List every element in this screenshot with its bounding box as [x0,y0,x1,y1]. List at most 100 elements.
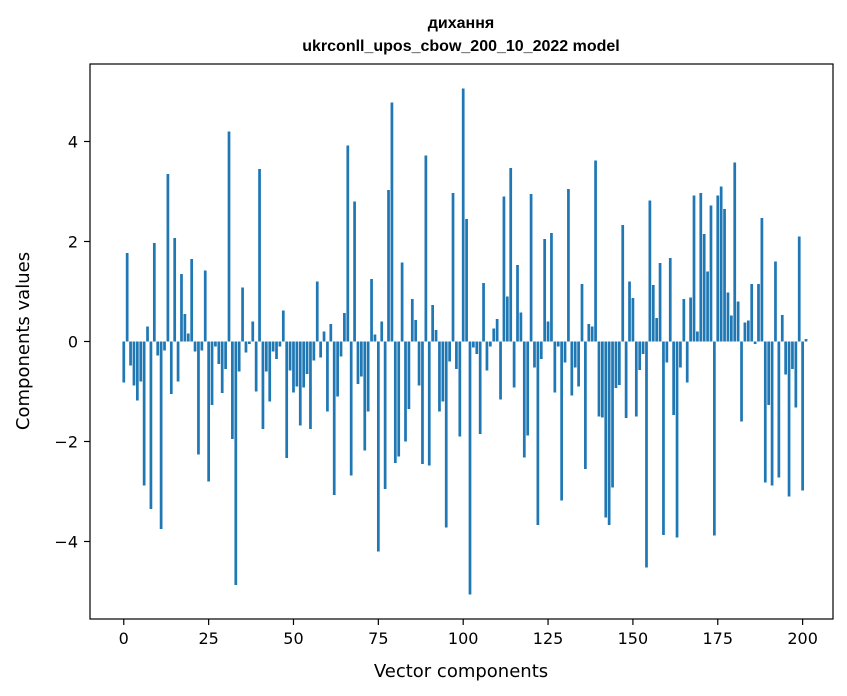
bar [169,341,173,394]
bar [689,297,692,342]
y-axis-label: Components values [13,252,34,430]
y-tick-label: −4 [54,533,78,552]
bar [302,341,306,388]
bar [601,341,604,418]
bar [465,219,468,342]
bar [315,281,319,342]
bar [254,341,258,392]
x-tick-label: 0 [119,629,129,648]
bar [577,341,580,387]
bar [326,341,329,412]
y-tick-label: 2 [68,233,78,252]
bar [176,341,180,382]
bar [424,155,428,342]
bar [285,341,289,458]
bar [197,341,200,455]
bar [546,321,550,342]
bar [390,102,394,342]
bar [550,233,553,342]
y-tick-label: 0 [68,333,78,352]
bar [149,341,153,509]
bar [713,341,716,536]
bar [645,341,648,568]
bar [271,341,275,352]
bar [740,341,743,422]
bar [152,243,156,342]
bar [563,341,567,363]
bar [400,262,404,342]
bar [376,341,380,552]
bar [146,326,149,342]
bar [434,330,438,342]
bar [685,341,689,383]
bar [214,341,217,347]
bar [767,341,771,405]
bar [268,341,272,402]
bar [461,88,465,342]
bar [336,341,339,397]
bar [281,310,285,342]
bar [251,321,255,342]
bar [587,324,591,342]
bar [791,341,794,369]
bar [448,341,451,362]
bar [339,341,343,357]
bar [604,341,608,518]
bar [570,341,574,396]
bar [556,341,560,347]
bar [356,341,360,384]
x-tick-label: 75 [368,629,388,648]
bar [373,334,377,342]
bar [210,341,214,405]
bar [234,341,238,585]
bar [163,341,166,351]
bar [298,341,302,426]
bar [675,341,679,538]
bar [237,341,241,372]
bar [746,320,750,342]
bar [261,341,265,429]
bar [743,322,747,342]
bar [173,238,177,342]
bar [142,341,146,486]
bar [309,341,312,429]
x-tick-label: 50 [283,629,303,648]
bar [482,283,485,342]
bar [360,341,363,377]
bar [804,339,808,342]
bar [190,259,194,342]
bar [370,279,373,342]
bar [322,331,326,342]
bar [159,341,163,529]
bar [468,341,472,595]
bar [651,285,655,342]
bar [709,205,713,342]
x-tick-label: 125 [533,629,564,648]
bar [275,341,278,359]
bar [696,331,699,342]
bar [787,341,791,497]
bar [332,341,336,495]
bar [594,160,597,342]
bar [193,341,197,352]
bar [492,328,496,342]
bar [227,131,231,342]
bar [292,341,295,393]
bar [611,341,614,488]
bar [505,296,509,342]
bar [702,234,706,342]
bar [410,299,414,342]
bar [784,341,788,375]
bar [231,341,234,439]
bar [278,341,282,347]
chart-title: дихання [428,15,494,32]
bar [522,341,526,458]
bar [641,341,645,354]
bar [305,341,309,374]
bar [431,305,435,342]
bar [519,312,523,342]
bar [560,341,563,501]
y-axis-ticks: −4 −2 0 2 4 [54,133,90,552]
bar [343,313,346,342]
bar [478,341,482,434]
